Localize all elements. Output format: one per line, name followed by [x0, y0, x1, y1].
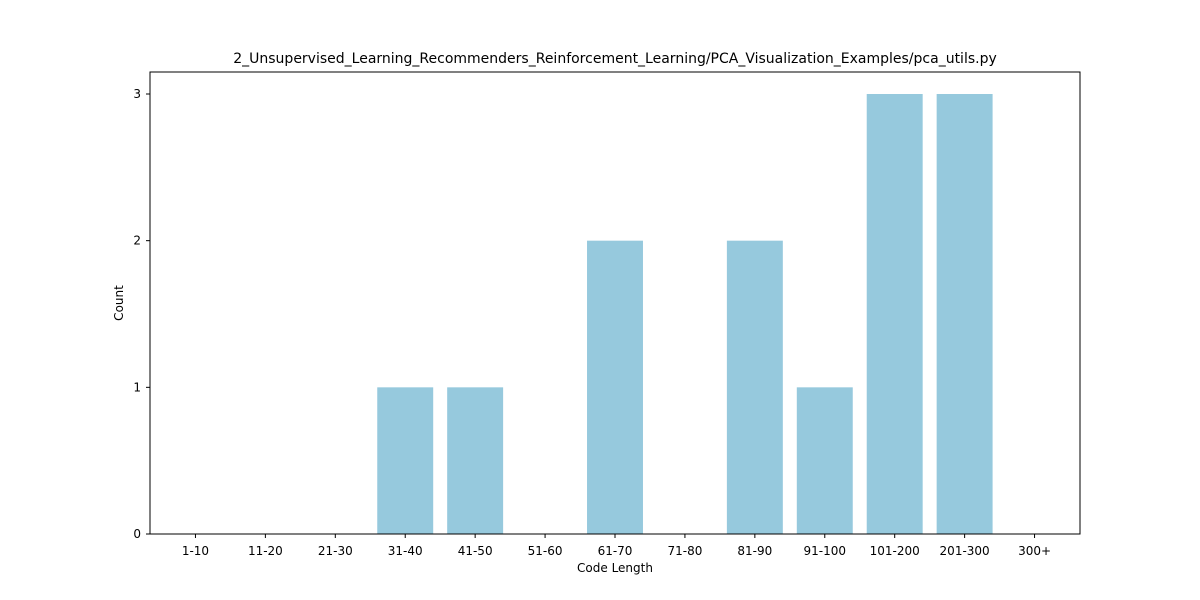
y-tick-label: 0: [133, 527, 141, 541]
y-tick-label: 1: [133, 380, 141, 394]
x-tick-label: 91-100: [804, 544, 847, 558]
bars-layer: [377, 94, 993, 534]
bar-61-70: [587, 240, 643, 534]
x-tick-label: 201-300: [940, 544, 990, 558]
y-axis: 0 1 2 3: [133, 87, 150, 541]
x-axis-label: Code Length: [577, 561, 653, 575]
bar-31-40: [377, 387, 434, 534]
x-tick-label: 41-50: [458, 544, 493, 558]
x-tick-label: 31-40: [388, 544, 423, 558]
bar-201-300: [936, 94, 993, 534]
bar-91-100: [796, 387, 853, 534]
bar-101-200: [866, 94, 923, 534]
x-tick-label: 300+: [1018, 544, 1051, 558]
y-tick-label: 2: [133, 234, 141, 248]
x-tick-label: 51-60: [528, 544, 563, 558]
x-tick-label: 81-90: [737, 544, 772, 558]
x-tick-label: 21-30: [318, 544, 353, 558]
x-axis: 1-10 11-20 21-30 31-40 41-50 51-60 61-70 71-80 8…: [182, 534, 1051, 558]
x-tick-label: 11-20: [248, 544, 283, 558]
chart-title: 2_Unsupervised_Learning_Recommenders_Rei…: [233, 51, 997, 67]
bar-41-50: [447, 387, 504, 534]
x-tick-label: 71-80: [667, 544, 702, 558]
bar-81-90: [726, 240, 783, 534]
x-tick-label: 1-10: [182, 544, 209, 558]
x-tick-label: 61-70: [598, 544, 633, 558]
x-tick-label: 101-200: [870, 544, 920, 558]
y-axis-label: Count: [112, 285, 126, 321]
y-tick-label: 3: [133, 87, 141, 101]
